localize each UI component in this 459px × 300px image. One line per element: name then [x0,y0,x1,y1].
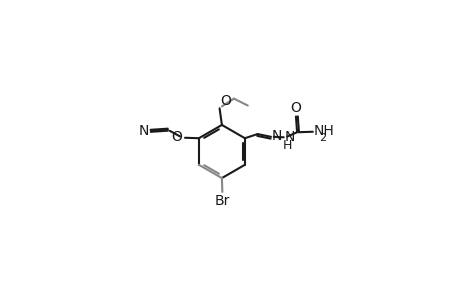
Text: O: O [290,101,301,115]
Text: 2: 2 [319,133,325,143]
Text: NH: NH [313,124,334,138]
Text: Br: Br [214,194,230,208]
Text: H: H [282,139,291,152]
Text: N: N [284,130,294,144]
Text: N: N [271,129,281,143]
Text: O: O [171,130,182,144]
Text: N: N [138,124,148,138]
Text: O: O [220,94,231,108]
